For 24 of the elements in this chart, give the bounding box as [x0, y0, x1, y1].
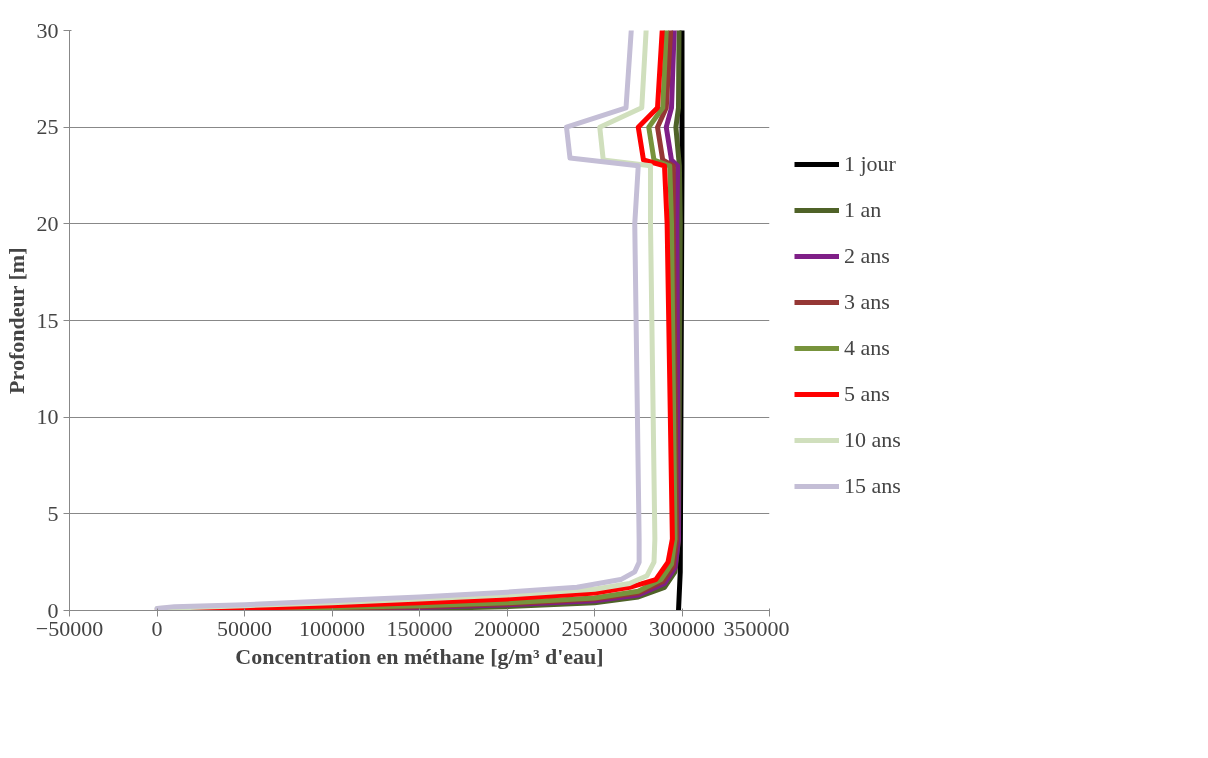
legend-label: 2 ans — [844, 242, 890, 269]
x-axis-title: Concentration en méthane [g/m³ d'eau] — [235, 643, 604, 669]
x-tick-label: 0 — [151, 615, 163, 641]
y-tick-label: 20 — [36, 210, 59, 236]
legend-label: 4 ans — [844, 334, 890, 361]
y-tick-label: 5 — [47, 500, 59, 526]
x-tick-label: 250000 — [561, 615, 628, 641]
x-tick-label: 150000 — [386, 615, 453, 641]
legend-label: 1 jour — [844, 150, 896, 177]
y-tick-label: 15 — [36, 307, 59, 333]
x-tick-label: 50000 — [217, 615, 272, 641]
y-tick-label: 30 — [36, 17, 59, 43]
legend-label: 10 ans — [844, 426, 901, 453]
x-tick-label: 350000 — [723, 615, 790, 641]
x-tick-label: 100000 — [299, 615, 365, 641]
y-tick-label: 10 — [36, 404, 59, 430]
legend-label: 5 ans — [844, 380, 890, 407]
legend-label: 3 ans — [844, 288, 890, 315]
x-tick-label: 300000 — [649, 615, 715, 641]
y-tick-label: 25 — [36, 114, 59, 140]
x-tick-label: 200000 — [474, 615, 540, 641]
y-axis-title: Profondeur [m] — [3, 247, 29, 394]
legend-label: 15 ans — [844, 472, 901, 499]
legend-label: 1 an — [844, 196, 882, 223]
